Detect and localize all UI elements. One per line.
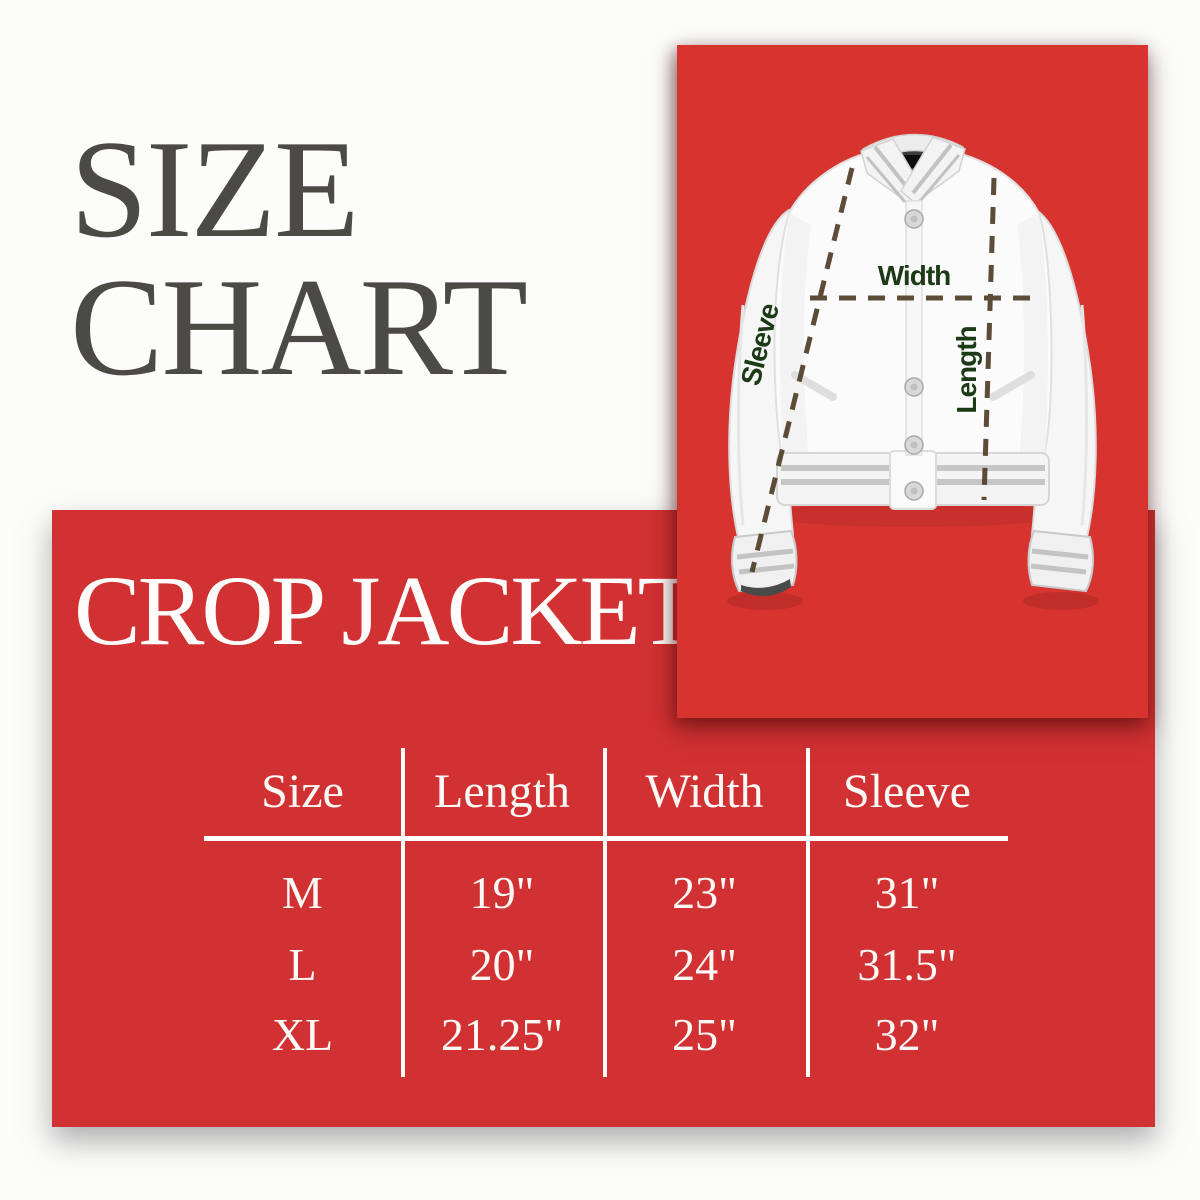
sleeve-measure-line [749,167,855,573]
jacket-left-cuff [730,529,798,593]
jacket-right-pocket [989,371,1035,401]
header-sleeve: Sleeve [843,764,971,818]
table-column-divider [603,748,607,1077]
jacket-right-cuff [1027,529,1095,593]
cell-length: 19" [469,866,535,918]
jacket-collar [860,133,966,206]
table-row: L 20" 24" 31.5" [204,928,1008,1000]
shadow [727,592,803,610]
table-column-divider [806,748,810,1077]
shadow [1023,592,1099,610]
cell-length: 20" [469,938,535,990]
header-width: Width [645,764,764,818]
header-size: Size [261,764,344,818]
cell-size: M [282,866,323,918]
cell-length: 21.25" [440,1008,564,1060]
width-measure-label: Width [878,260,951,291]
cell-sleeve: 32" [874,1008,940,1060]
table-header-underline [204,836,1008,841]
table-header-row: Size Length Width Sleeve [204,752,1008,830]
header-length: Length [434,764,570,818]
table-row: M 19" 23" 31" [204,856,1008,928]
cell-width: 24" [672,938,737,990]
crop-jacket-illustration: Width Sleeve Length [727,133,1099,610]
cell-size: L [288,938,317,990]
cell-sleeve: 31.5" [857,938,957,990]
length-measure-label: Length [951,326,982,413]
jacket-panel: Width Sleeve Length [677,45,1148,718]
length-measure-line [981,177,997,501]
table-column-divider [401,748,405,1077]
cell-size: XL [271,1008,334,1060]
jacket-snap-buttons [904,209,924,501]
measurement-lines [749,167,1040,573]
cell-sleeve: 31" [874,866,940,918]
shadow [763,503,1063,527]
cell-width: 23" [672,866,737,918]
page-title-line2: CHART [70,250,528,405]
page-title: SIZE CHART [70,112,528,405]
cell-width: 25" [672,1008,737,1060]
page-title-line1: SIZE [70,112,360,267]
jacket-placket [904,200,924,501]
table-row: XL 21.25" 25" 32" [204,998,1008,1070]
product-title: CROP JACKET [74,555,699,666]
